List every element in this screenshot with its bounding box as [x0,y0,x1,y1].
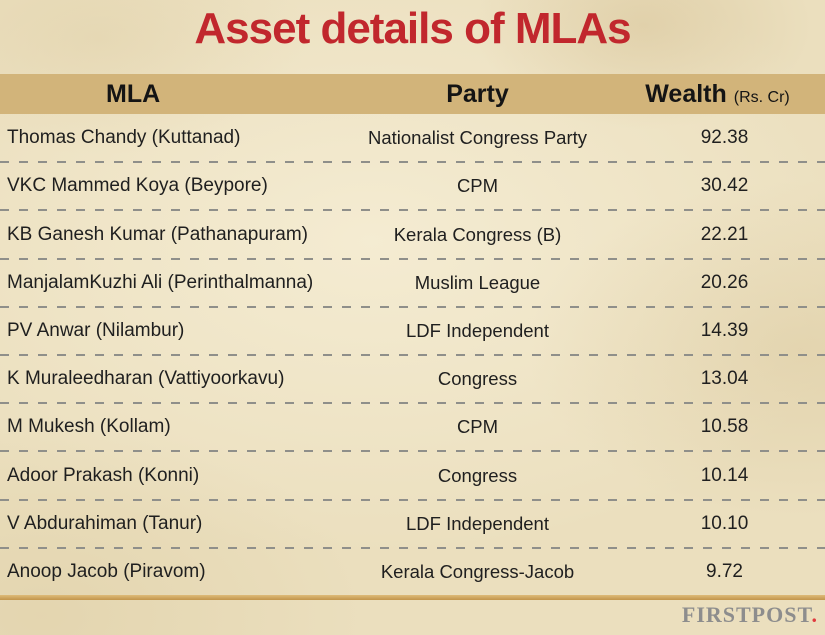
mla-name: Thomas Chandy (Kuttanad) [7,127,241,149]
wealth-value: 22.21 [700,223,749,245]
table-row: Adoor Prakash (Konni) Congress 10.14 [0,451,825,501]
table-row: Thomas Chandy (Kuttanad) Nationalist Con… [0,114,825,164]
party-name: Congress [437,368,518,390]
table-row: ManjalamKuzhi Ali (Perinthalmanna) Musli… [0,259,825,309]
party-name: Kerala Congress (B) [393,223,562,245]
party-name: Congress [437,464,518,486]
column-header-party: Party [446,79,509,108]
wealth-value: 30.42 [700,175,749,197]
firstpost-logo-dot: . [811,602,818,627]
wealth-value: 92.38 [700,127,749,149]
table-row: K Muraleedharan (Vattiyoorkavu) Congress… [0,355,825,405]
table-header-row: MLA Party Wealth (Rs. Cr) [0,74,825,114]
column-header-wealth-unit: (Rs. Cr) [733,88,790,106]
table-row: Anoop Jacob (Piravom) Kerala Congress-Ja… [0,548,825,596]
firstpost-logo: FIRSTPOST. [682,602,818,628]
table-row: PV Anwar (Nilambur) LDF Independent 14.3… [0,307,825,357]
column-header-wealth-label: Wealth [645,79,727,108]
wealth-value: 13.04 [700,368,749,390]
mla-name: Adoor Prakash (Konni) [7,464,200,486]
table-row: M Mukesh (Kollam) CPM 10.58 [0,403,825,453]
mla-name: K Muraleedharan (Vattiyoorkavu) [7,368,285,390]
wealth-value: 9.72 [706,560,743,582]
wealth-value: 10.14 [700,464,749,486]
firstpost-logo-text: FIRSTPOST [681,602,812,627]
wealth-value: 10.10 [700,512,749,534]
mla-name: M Mukesh (Kollam) [7,416,171,438]
table-row: KB Ganesh Kumar (Pathanapuram) Kerala Co… [0,210,825,260]
party-name: Nationalist Congress Party [367,127,587,149]
party-name: LDF Independent [406,512,549,534]
column-header-mla: MLA [106,79,161,108]
party-name: CPM [456,416,499,438]
mla-name: PV Anwar (Nilambur) [7,319,185,341]
page-title: Asset details of MLAs [194,4,631,53]
wealth-value: 20.26 [700,271,749,293]
party-name: CPM [456,175,499,197]
mla-name: ManjalamKuzhi Ali (Perinthalmanna) [7,271,314,293]
wealth-value: 14.39 [700,319,749,341]
party-name: Muslim League [414,271,541,293]
wealth-value: 10.58 [700,416,749,438]
footer-divider [0,595,825,600]
column-header-wealth: Wealth (Rs. Cr) [610,80,825,109]
table-body: Thomas Chandy (Kuttanad) Nationalist Con… [0,114,825,596]
table-row: V Abdurahiman (Tanur) LDF Independent 10… [0,500,825,550]
table-row: VKC Mammed Koya (Beypore) CPM 30.42 [0,162,825,212]
mla-name: KB Ganesh Kumar (Pathanapuram) [7,223,308,245]
party-name: LDF Independent [406,319,549,341]
mla-name: Anoop Jacob (Piravom) [7,560,206,582]
mla-name: V Abdurahiman (Tanur) [7,512,203,534]
party-name: Kerala Congress-Jacob [380,560,575,582]
mla-name: VKC Mammed Koya (Beypore) [7,175,268,197]
